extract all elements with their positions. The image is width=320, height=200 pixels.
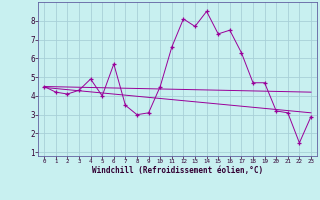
X-axis label: Windchill (Refroidissement éolien,°C): Windchill (Refroidissement éolien,°C) (92, 166, 263, 175)
